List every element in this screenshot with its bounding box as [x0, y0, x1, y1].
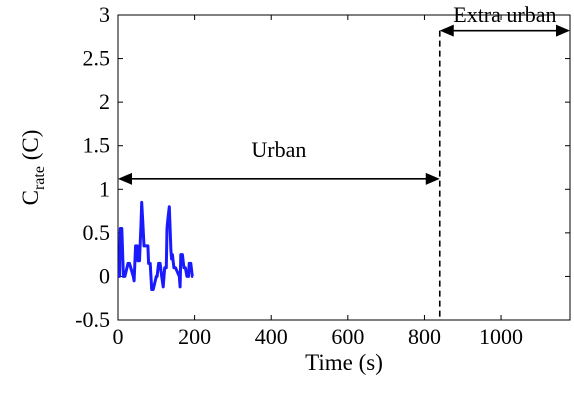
y-axis-title: Crate (C): [18, 130, 48, 206]
x-axis-title: Time (s): [305, 350, 383, 375]
y-tick-label: 1: [99, 176, 110, 201]
y-tick-label: 3: [99, 2, 110, 27]
y-tick-label: 1.5: [83, 133, 111, 158]
series-line: [118, 200, 194, 291]
y-axis-title-main: C: [18, 190, 43, 205]
x-tick-label: 0: [113, 324, 124, 349]
x-tick-label: 1000: [479, 324, 523, 349]
y-axis-title-unit: (C): [18, 130, 43, 166]
annotation-label: Urban: [251, 137, 306, 162]
annotation-label: Extra urban: [453, 2, 556, 27]
x-tick-label: 400: [255, 324, 288, 349]
y-tick-label: 0: [99, 263, 110, 288]
axis-ticks: 0 200 400 600 800 1000-0.500.511.522.53: [75, 2, 570, 349]
y-tick-label: 2: [99, 89, 110, 114]
y-axis-title-subscript: rate: [31, 166, 48, 190]
annotation-arrowhead-right: [556, 24, 570, 37]
x-tick-label: 800: [408, 324, 441, 349]
y-tick-label: 0.5: [83, 220, 111, 245]
x-tick-label: 200: [178, 324, 211, 349]
x-tick-label: 600: [331, 324, 364, 349]
annotations: Urban Extra urban: [118, 2, 570, 185]
y-tick-label: -0.5: [75, 307, 110, 332]
y-tick-label: 2.5: [83, 46, 111, 71]
plot-frame: [117, 14, 571, 321]
annotation-arrowhead-right: [425, 172, 440, 185]
annotation-arrowhead-left: [439, 24, 454, 37]
annotation-arrowhead-left: [118, 172, 132, 185]
